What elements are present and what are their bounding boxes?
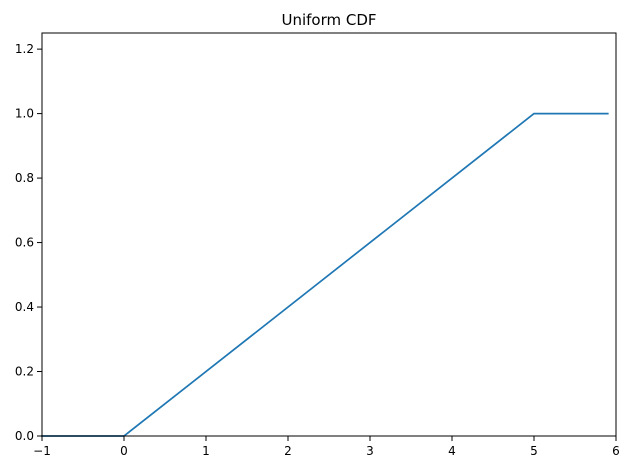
x-axis-ticks: −1 0 1 2 3 4 5 6	[33, 436, 620, 458]
x-tick-label: 3	[366, 444, 374, 458]
x-tick-label: 6	[612, 444, 620, 458]
x-tick-label: 4	[448, 444, 456, 458]
x-tick-label: 0	[120, 444, 128, 458]
axes	[41, 32, 617, 437]
x-tick-label: 1	[202, 444, 210, 458]
y-tick-label: 0.4	[15, 300, 34, 314]
x-tick-label: 5	[530, 444, 538, 458]
y-tick-label: 0.0	[15, 429, 34, 443]
y-tick-label: 0.6	[15, 236, 34, 250]
chart-title: Uniform CDF	[281, 11, 376, 29]
y-axis-ticks: 0.0 0.2 0.4 0.6 0.8 1.0 1.2	[15, 42, 42, 443]
y-tick-label: 1.0	[15, 107, 34, 121]
y-tick-label: 0.2	[15, 365, 34, 379]
y-tick-label: 0.8	[15, 171, 34, 185]
x-tick-label: −1	[33, 444, 51, 458]
axes-frame	[41, 32, 617, 437]
x-tick-label: 2	[284, 444, 292, 458]
y-tick-label: 1.2	[15, 42, 34, 56]
